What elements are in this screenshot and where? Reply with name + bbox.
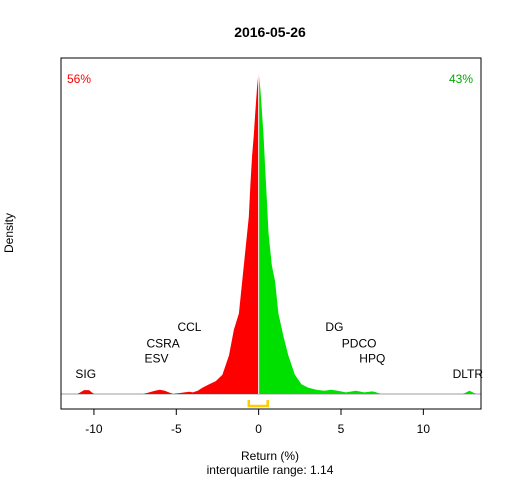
x-tick-label: 5	[338, 422, 345, 436]
x-tick-label: -5	[171, 422, 182, 436]
annotation-dltr: DLTR	[453, 367, 484, 381]
negative-returns-area	[77, 72, 259, 394]
y-axis-label: Density	[2, 213, 16, 253]
annotation-csra: CSRA	[146, 336, 179, 350]
annotation-pdco: PDCO	[342, 336, 377, 350]
annotation-esv: ESV	[145, 351, 169, 365]
plot-frame	[60, 57, 482, 410]
x-tick-label: 10	[417, 422, 431, 436]
iqr-caption: interquartile range: 1.14	[207, 463, 334, 477]
iqr-bracket	[247, 400, 269, 408]
annotation-hpq: HPQ	[359, 351, 385, 365]
x-tick-label: -10	[85, 422, 103, 436]
annotation-dg: DG	[325, 320, 343, 334]
annotation-ccl: CCL	[177, 320, 201, 334]
x-tick-label: 0	[255, 422, 262, 436]
chart-title: 2016-05-26	[234, 24, 306, 40]
share-positive-label: 43%	[449, 72, 473, 86]
positive-returns-area	[258, 72, 477, 394]
share-negative-label: 56%	[67, 72, 91, 86]
x-axis: -10 -5 0 5 10	[85, 409, 430, 436]
annotation-sig: SIG	[75, 367, 96, 381]
x-axis-label: Return (%)	[241, 449, 299, 463]
